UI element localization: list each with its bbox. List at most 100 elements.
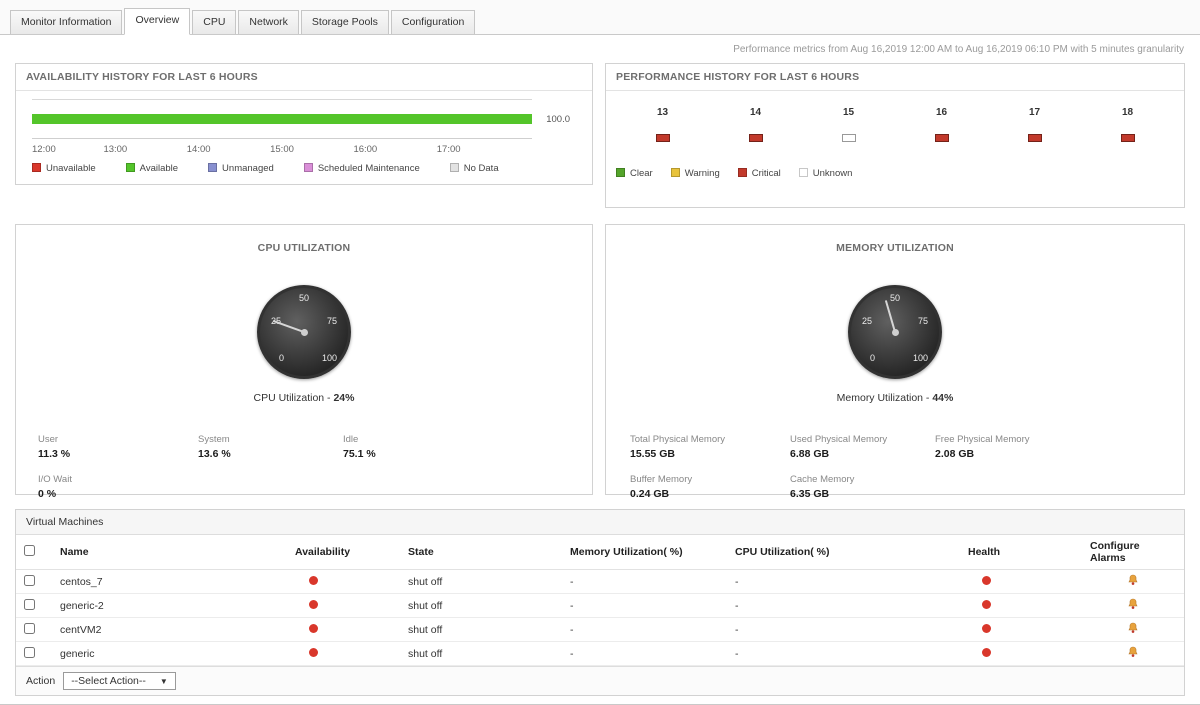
legend-item-clear: Clear	[616, 168, 653, 179]
stat-buffer-memory: Buffer Memory 0.24 GB	[630, 474, 790, 500]
health-status-icon	[982, 575, 991, 585]
hour-status-box[interactable]	[1120, 134, 1135, 142]
availability-plot	[32, 95, 532, 139]
memory-stats: Total Physical Memory 15.55 GB Used Physi…	[630, 434, 1184, 500]
stat-label: System	[198, 434, 230, 445]
select-all-cell	[16, 535, 52, 570]
action-select[interactable]: --Select Action-- ▼	[63, 672, 176, 690]
configure-alarms-cell	[1082, 641, 1184, 666]
hour-status-box[interactable]	[748, 134, 763, 142]
legend-item-scheduled-maintenance: Scheduled Maintenance	[303, 163, 420, 174]
memory-gauge-hub	[891, 328, 899, 336]
cpu-stats: User 11.3 % System 13.6 % Idle 75.1 % I/O W…	[38, 434, 592, 500]
row-checkbox[interactable]	[24, 646, 35, 658]
tab-storage-pools[interactable]: Storage Pools	[300, 10, 389, 34]
legend-label: Scheduled Maintenance	[317, 163, 420, 174]
tab-monitor-information[interactable]: Monitor Information	[10, 10, 123, 34]
action-label: Action	[26, 675, 56, 687]
vm-state: shut off	[400, 569, 562, 594]
hour-status-box[interactable]	[934, 134, 949, 142]
vm-cpu-utilization: -	[727, 617, 960, 642]
vm-name[interactable]: generic	[52, 641, 287, 666]
memory-gauge-caption: Memory Utilization - 44%	[606, 392, 1184, 404]
top-panels-row: AVAILABILITY HISTORY FOR LAST 6 HOURS 10…	[0, 59, 1200, 208]
vm-name[interactable]: centos_7	[52, 569, 287, 594]
vm-cpu-utilization: -	[727, 593, 960, 618]
configure-alarm-icon[interactable]	[1127, 574, 1139, 586]
legend-label: Critical	[751, 168, 781, 179]
column-header-configure-alarms: Configure Alarms	[1082, 535, 1184, 570]
configure-alarm-icon[interactable]	[1127, 622, 1139, 634]
row-checkbox[interactable]	[24, 622, 35, 634]
x-tick: 13:00	[103, 144, 128, 155]
unmanaged-swatch-icon	[208, 163, 218, 172]
caption-value: 24%	[333, 392, 355, 404]
configure-alarm-icon[interactable]	[1127, 598, 1139, 610]
configure-alarm-icon[interactable]	[1127, 646, 1139, 658]
action-bar: Action --Select Action-- ▼	[16, 666, 1184, 695]
hour-label: 18	[1121, 107, 1134, 118]
hour-status-box[interactable]	[841, 134, 856, 142]
hour-label: 17	[1028, 107, 1041, 118]
performance-legend: Clear Warning Critical Unknown	[616, 168, 1174, 179]
stat-used-physical-memory: Used Physical Memory 6.88 GB	[790, 434, 935, 460]
performance-history-panel: PERFORMANCE HISTORY FOR LAST 6 HOURS 13 …	[605, 63, 1185, 208]
stat-free-physical-memory: Free Physical Memory 2.08 GB	[935, 434, 1184, 460]
vm-state: shut off	[400, 617, 562, 642]
gauge-tick-75: 75	[917, 316, 928, 326]
tab-network[interactable]: Network	[238, 10, 299, 34]
availability-status-icon	[309, 647, 318, 657]
availability-cell	[287, 569, 400, 594]
column-header-state: State	[400, 535, 562, 570]
legend-item-critical: Critical	[737, 168, 781, 179]
table-row: generic shut off - -	[16, 641, 1184, 666]
performance-hour-column: 16	[895, 107, 988, 142]
chevron-down-icon: ▼	[159, 676, 168, 686]
stat-io-wait: I/O Wait 0 %	[38, 474, 198, 500]
health-cell	[960, 617, 1082, 642]
legend-item-unmanaged: Unmanaged	[208, 163, 274, 174]
availability-status-icon	[309, 599, 318, 609]
legend-label: No Data	[463, 163, 499, 174]
x-tick: 14:00	[186, 144, 211, 155]
virtual-machines-title: Virtual Machines	[16, 510, 1184, 535]
stat-user: User 11.3 %	[38, 434, 198, 460]
configure-alarms-cell	[1082, 569, 1184, 594]
stat-value: 15.55 GB	[630, 448, 675, 460]
row-select-cell	[16, 617, 52, 642]
hour-label: 16	[935, 107, 948, 118]
stat-cache-memory: Cache Memory 6.35 GB	[790, 474, 935, 500]
stat-label: Buffer Memory	[630, 474, 693, 485]
gauge-tick-100: 100	[321, 353, 337, 363]
column-header-availability: Availability	[287, 535, 400, 570]
vm-memory-utilization: -	[562, 641, 727, 666]
availability-chart: 100.0 12:00 13:00 14:00 15:00 16:00 17:0…	[32, 95, 576, 155]
tab-cpu[interactable]: CPU	[192, 10, 237, 34]
hour-status-box[interactable]	[1027, 134, 1042, 142]
legend-label: Unknown	[812, 168, 853, 179]
gauge-tick-50: 50	[298, 293, 310, 303]
available-swatch-icon	[125, 163, 135, 172]
stat-label: I/O Wait	[38, 474, 72, 485]
availability-legend: Unavailable Available Unmanaged Schedule…	[32, 163, 576, 174]
gauge-panels-row: CPU UTILIZATION 0 25 50 75 100 CPU Utili…	[0, 208, 1200, 500]
vm-name[interactable]: centVM2	[52, 617, 287, 642]
tab-overview[interactable]: Overview	[124, 8, 191, 35]
vm-name[interactable]: generic-2	[52, 593, 287, 618]
availability-top-gridline	[32, 99, 532, 100]
stat-value: 11.3 %	[38, 448, 71, 460]
cpu-gauge: 0 25 50 75 100	[257, 285, 351, 379]
performance-hour-column: 13	[616, 107, 709, 142]
health-cell	[960, 641, 1082, 666]
tab-configuration[interactable]: Configuration	[390, 10, 476, 34]
row-checkbox[interactable]	[24, 574, 35, 586]
hour-status-box[interactable]	[655, 134, 670, 142]
memory-gauge-needle	[884, 300, 896, 333]
row-checkbox[interactable]	[24, 598, 35, 610]
vm-memory-utilization: -	[562, 569, 727, 594]
stat-value: 0.24 GB	[630, 488, 670, 500]
table-row: centos_7 shut off - -	[16, 569, 1184, 594]
performance-hour-column: 17	[988, 107, 1081, 142]
select-all-checkbox[interactable]	[24, 545, 35, 556]
performance-hour-column: 15	[802, 107, 895, 142]
